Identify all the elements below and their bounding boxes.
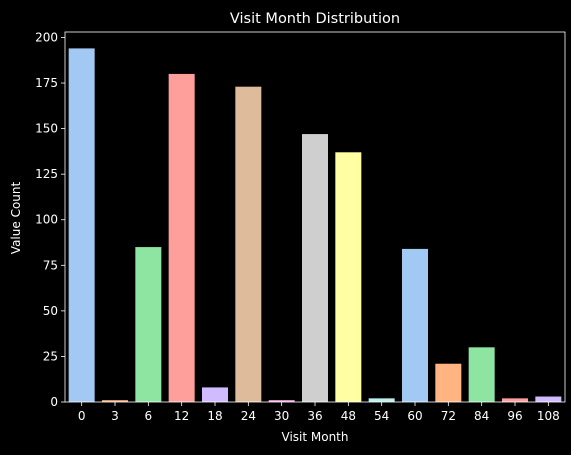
bar-24 bbox=[235, 86, 262, 402]
x-tick-label: 3 bbox=[111, 409, 119, 423]
bar-0 bbox=[68, 48, 95, 403]
x-tick-label: 6 bbox=[145, 409, 153, 423]
plot-frame bbox=[64, 31, 566, 403]
bar-60 bbox=[402, 248, 428, 402]
bar-96 bbox=[502, 398, 528, 402]
chart-title: Visit Month Distribution bbox=[230, 11, 400, 27]
x-tick-label: 108 bbox=[537, 409, 560, 423]
y-tick-label: 125 bbox=[35, 167, 58, 181]
x-tick-label: 0 bbox=[78, 409, 86, 423]
y-tick-label: 175 bbox=[35, 76, 58, 90]
y-tick-label: 75 bbox=[43, 258, 58, 272]
x-tick-label: 12 bbox=[174, 409, 189, 423]
y-tick-label: 150 bbox=[35, 122, 58, 136]
bar-6 bbox=[135, 247, 162, 402]
x-tick-label: 72 bbox=[441, 409, 456, 423]
x-tick-label: 30 bbox=[274, 409, 289, 423]
x-tick-label: 24 bbox=[241, 409, 256, 423]
x-tick-label: 48 bbox=[341, 409, 356, 423]
y-tick-label: 50 bbox=[43, 304, 58, 318]
y-tick-label: 25 bbox=[43, 349, 58, 363]
bar-30 bbox=[268, 400, 295, 402]
y-tick-label: 0 bbox=[50, 395, 58, 409]
bar-84 bbox=[468, 347, 495, 402]
y-axis: 0 25 50 75 100 125 150 175 200 bbox=[35, 30, 65, 409]
bar-108 bbox=[535, 396, 562, 402]
y-axis-label: Value Count bbox=[9, 182, 23, 255]
y-tick-label: 200 bbox=[35, 30, 58, 44]
bar-36 bbox=[302, 134, 328, 402]
x-tick-label: 84 bbox=[474, 409, 489, 423]
bar-48 bbox=[335, 152, 362, 402]
x-axis-label: Visit Month bbox=[282, 430, 349, 444]
x-axis: 0 3 6 12 18 24 30 36 48 54 60 72 84 96 108 bbox=[78, 402, 560, 423]
bar-12 bbox=[168, 73, 195, 403]
x-tick-label: 96 bbox=[507, 409, 522, 423]
x-tick-label: 18 bbox=[207, 409, 222, 423]
x-tick-label: 36 bbox=[307, 409, 322, 423]
bar-54 bbox=[368, 398, 395, 402]
y-tick-label: 100 bbox=[35, 213, 58, 227]
bar-3 bbox=[102, 400, 128, 402]
bar-72 bbox=[435, 363, 462, 402]
x-tick-label: 54 bbox=[374, 409, 389, 423]
bar-18 bbox=[202, 387, 228, 402]
x-tick-label: 60 bbox=[407, 409, 422, 423]
bars-group bbox=[68, 48, 562, 403]
